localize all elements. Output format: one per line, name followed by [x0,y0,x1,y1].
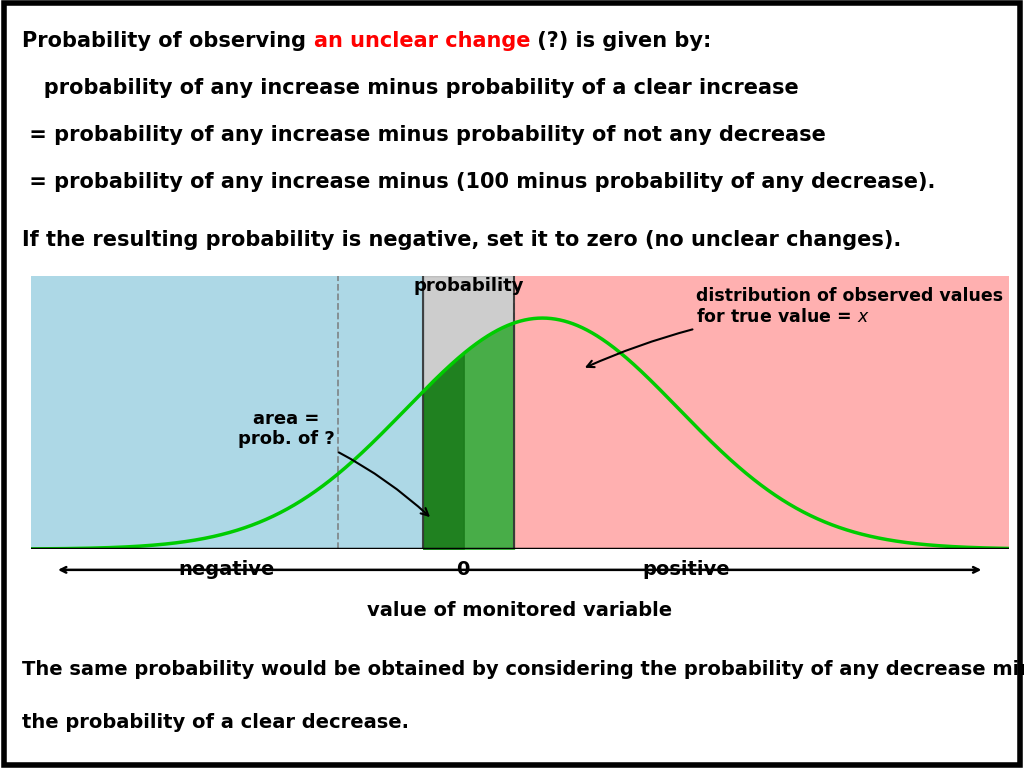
Text: probability: probability [414,277,523,295]
Text: = probability of any increase minus probability of not any decrease: = probability of any increase minus prob… [23,125,826,145]
Text: If the resulting probability is negative, set it to zero (no unclear changes).: If the resulting probability is negative… [23,230,901,250]
Text: 0: 0 [456,561,470,579]
Text: an unclear change: an unclear change [313,31,530,51]
Text: distribution of observed values
for true value = $x$: distribution of observed values for true… [587,287,1004,367]
Text: the probability of a clear decrease.: the probability of a clear decrease. [23,713,410,733]
Text: Probability of observing: Probability of observing [23,31,313,51]
Text: = probability of any increase minus (100 minus probability of any decrease).: = probability of any increase minus (100… [23,173,936,193]
Bar [514,276,1009,549]
Text: probability of any increase minus probability of a clear increase: probability of any increase minus probab… [23,78,799,98]
Text: (?) is given by:: (?) is given by: [530,31,712,51]
Text: area =
prob. of ?: area = prob. of ? [239,409,428,515]
Text: value of monitored variable: value of monitored variable [368,601,672,620]
Text: The same probability would be obtained by considering the probability of any dec: The same probability would be obtained b… [23,660,1024,679]
Bar [423,276,514,549]
Text: positive: positive [642,561,730,579]
Bar [31,276,423,549]
Text: negative: negative [178,561,275,579]
